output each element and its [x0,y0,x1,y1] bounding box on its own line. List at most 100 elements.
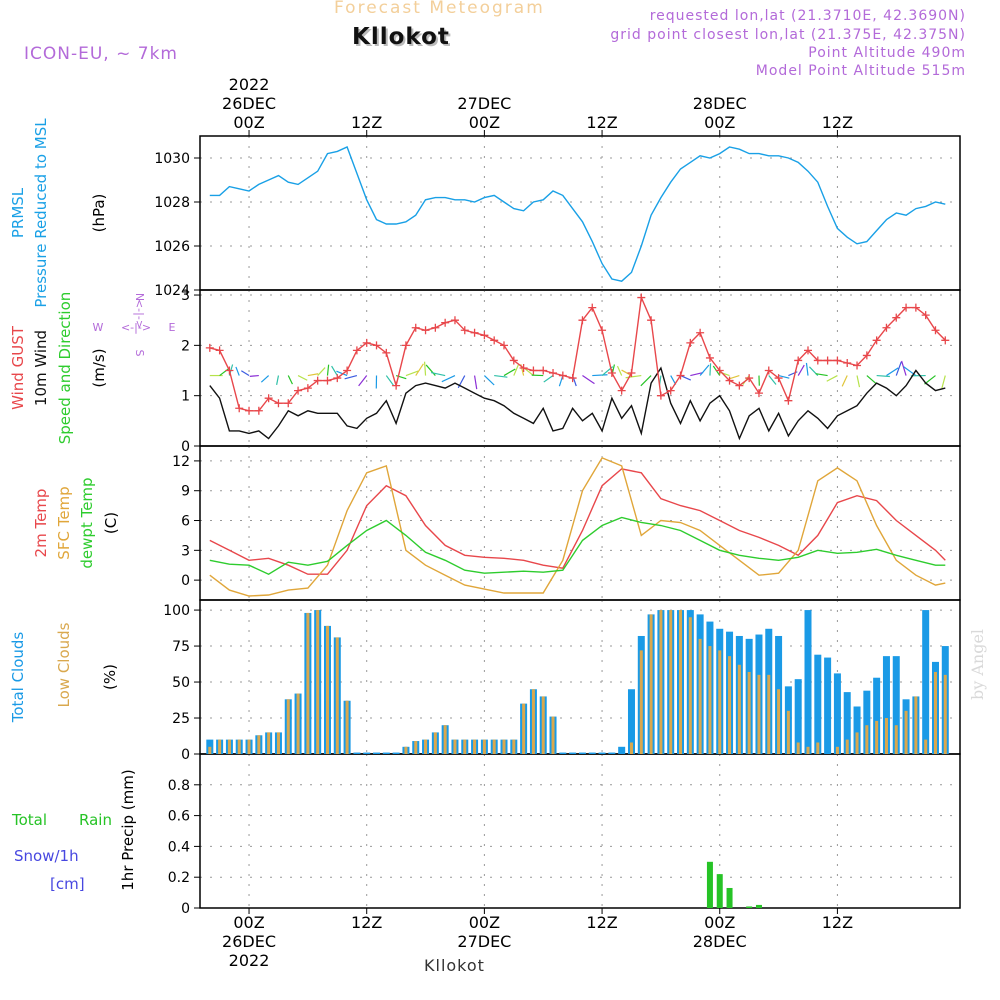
pressure-pressure-line [209,146,946,282]
wind-gust-point [352,346,361,355]
wind-gust-point [372,341,381,350]
precip-label-snow: Snow/1h [14,847,79,865]
low-cloud-bar [924,739,928,754]
total-cloud-bar [627,689,635,754]
low-cloud-bar [306,612,310,754]
low-cloud-bar [747,671,751,754]
temperature-temp-line [209,468,946,575]
low-cloud-bar [786,710,790,754]
low-cloud-bar [875,720,879,754]
temperature-sfc_temp-line [209,457,946,597]
wind-direction-arrow [405,370,419,377]
compass-arrow-horizontal: <-|-> [121,321,151,334]
total-cloud-bar [882,656,890,754]
low-cloud-bar [629,742,633,754]
time-label-bottom: 12Z [822,913,853,932]
low-cloud-bar [286,699,290,754]
wind-gust-point [784,396,793,405]
wind-gust-point [450,316,459,325]
temp-label-dewpoint: dewpt Temp [78,477,96,568]
total-cloud-bar [392,752,400,754]
wind-gust-point [323,376,332,385]
low-cloud-bar [492,739,496,754]
wind-gust-line [209,294,946,412]
temperature-ytick-label: 0 [181,573,190,589]
precip-label-snow-unit: [cm] [50,875,85,893]
wind-direction-arrow [826,375,838,382]
wind-direction-arrow [483,375,495,386]
wind-direction-arrow [524,367,534,377]
total-cloud-bar [382,752,390,754]
wind-gust-point [911,303,920,312]
wind-gust-point [754,389,763,398]
compass-west: W [93,321,104,334]
wind-direction-arrow [941,375,946,389]
wind-direction-arrow [768,375,777,385]
low-cloud-bar [933,671,937,754]
wind-gust-point [862,351,871,360]
precip-unit-label: 1hr Precip (mm) [119,769,137,890]
wind-direction-arrow [709,363,712,376]
wind-gust-point [666,386,675,395]
low-cloud-bar [806,746,810,754]
total-cloud-bar [873,677,881,754]
wind-gust-point [539,366,548,375]
temperature-dewpoint-line [209,516,946,575]
low-cloud-bar [708,646,712,754]
wind-gust-point [617,386,626,395]
wind-gust-point [205,343,214,352]
low-cloud-bar [835,746,839,754]
low-cloud-bar [884,718,888,754]
low-cloud-bar [718,650,722,754]
wind-gust-point [941,336,950,345]
wind-gust-point [931,326,940,335]
wind-gust-point [813,356,822,365]
wind-direction-arrow [344,374,358,380]
wind-direction-arrow [895,361,902,376]
low-cloud-bar [453,739,457,754]
wind-gust-point [568,374,577,383]
wind-gust-point [490,336,499,345]
low-cloud-bar [345,700,349,754]
clouds-unit-label: (%) [101,664,119,690]
low-cloud-bar [914,696,918,754]
pressure-ytick-label: 1026 [154,239,190,255]
time-label-bottom: 12Z [351,913,382,932]
total-cloud-bar [598,752,606,754]
wind-gust-point [509,356,518,365]
time-label-bottom: 28DEC [693,932,747,951]
rain-bar [746,906,753,908]
low-cloud-bar [649,614,653,754]
wind-direction-arrow [287,375,293,385]
compass-south: S [133,350,146,357]
wind-gust-point [480,331,489,340]
low-cloud-bar [698,638,702,754]
low-cloud-bar [904,710,908,754]
wind-ytick-label: 0 [181,439,190,455]
wind-direction-arrow [886,367,899,377]
wind-direction-arrow [240,370,250,377]
total-cloud-bar [794,679,802,754]
time-label-top: 27DEC [457,94,511,113]
low-cloud-bar [943,674,947,754]
wind-label-gust: Wind GUST [9,325,27,410]
low-cloud-bar [522,703,526,754]
wind-direction-arrow [778,374,790,379]
wind-gust-point [264,394,273,403]
total-cloud-bar [608,752,616,754]
wind-gust-point [627,369,636,378]
wind-gust-point [333,374,342,383]
total-cloud-bar [892,656,900,754]
time-label-bottom: 2022 [229,951,270,970]
low-cloud-bar [404,746,408,754]
wind-gust-point [823,356,832,365]
wind-gust-point [833,356,842,365]
compass-north: N [133,293,146,301]
low-cloud-bar [728,656,732,754]
low-cloud-bar [482,739,486,754]
wind-label-speed-direction: Speed and Direction [56,292,74,445]
wind-gust-point [715,366,724,375]
total-cloud-bar [363,752,371,754]
wind-direction-arrow [423,361,427,376]
wind-direction-arrow [326,364,330,376]
